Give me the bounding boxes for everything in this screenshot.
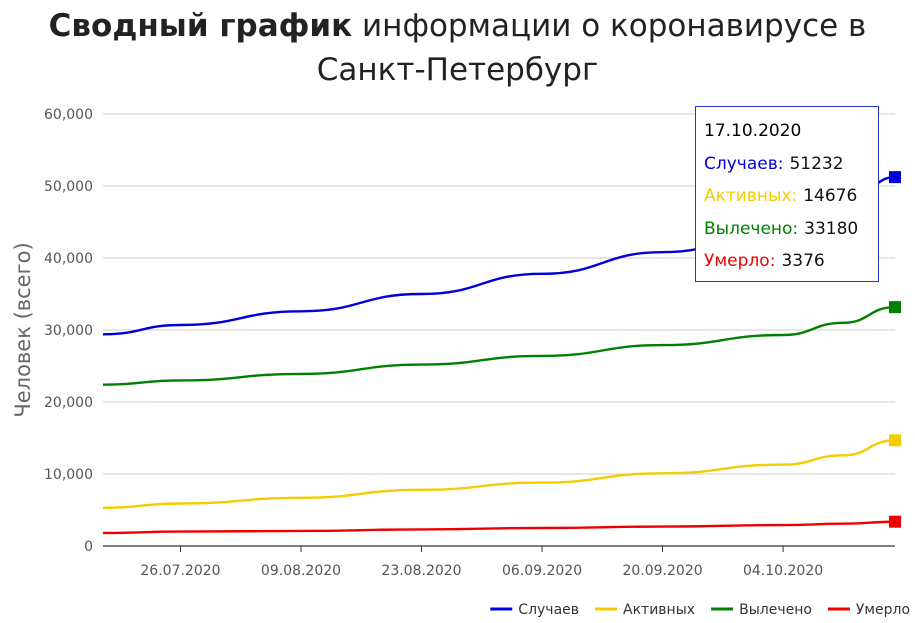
y-tick-label: 50,000	[44, 179, 93, 195]
legend: Случаев Активных Вылечено Умерло	[490, 602, 910, 618]
tooltip-date: 17.10.2020	[704, 121, 802, 141]
series-line-2	[102, 305, 896, 386]
series-end-marker-2[interactable]	[889, 301, 901, 314]
legend-item-2[interactable]: Вылечено	[711, 602, 812, 618]
tooltip-row-cases: Случаев: 51232	[704, 148, 870, 181]
tooltip-row-active: Активных: 14676	[704, 180, 870, 213]
chart-title-bold: Сводный график	[48, 8, 353, 44]
legend-item-3[interactable]: Умерло	[827, 602, 910, 618]
tooltip-value-recovered: 33180	[804, 218, 859, 239]
x-tick-label: 23.08.2020	[381, 563, 461, 579]
chart-title-line2: Санкт-Петербург	[316, 52, 599, 88]
chart-title-rest: информации о коронавирусе в	[352, 8, 867, 44]
chart-title: Сводный график информации о коронавирусе…	[0, 4, 915, 92]
x-tick-label: 26.07.2020	[140, 563, 220, 579]
tooltip-label-recovered: Вылечено:	[704, 218, 799, 239]
tooltip-value-cases: 51232	[789, 153, 844, 174]
y-tick-label: 30,000	[44, 323, 93, 339]
x-tick-label: 06.09.2020	[502, 563, 582, 579]
legend-item-0[interactable]: Случаев	[490, 602, 579, 618]
y-tick-label: 0	[84, 539, 93, 555]
series-end-marker-3[interactable]	[889, 515, 901, 528]
tooltip-row-deaths: Умерло: 3376	[704, 245, 870, 278]
legend-item-1[interactable]: Активных	[595, 602, 695, 618]
legend-label: Умерло	[856, 602, 910, 618]
y-tick-label: 60,000	[44, 107, 93, 123]
x-tick-labels: 26.07.2020 09.08.2020 23.08.2020 06.09.2020…	[140, 546, 823, 579]
legend-label: Активных	[623, 602, 695, 618]
series-end-marker-1[interactable]	[889, 434, 901, 447]
series-line-3	[102, 520, 896, 535]
y-axis-label: Человек (всего)	[11, 242, 35, 417]
x-tick-label: 20.09.2020	[622, 563, 702, 579]
tooltip-value-deaths: 3376	[781, 251, 825, 271]
tooltip-row-recovered: Вылечено: 33180	[704, 213, 870, 246]
tooltip-label-deaths: Умерло:	[704, 251, 776, 271]
hover-tooltip: 17.10.2020 Случаев: 51232 Активных: 14676 …	[695, 106, 879, 282]
tooltip-value-active: 14676	[803, 186, 858, 206]
x-tick-label: 09.08.2020	[261, 563, 341, 579]
x-tick-label: 04.10.2020	[743, 563, 823, 579]
legend-label: Вылечено	[739, 602, 812, 618]
series-end-marker-0[interactable]	[889, 171, 901, 184]
legend-label: Случаев	[518, 602, 579, 618]
tooltip-label-cases: Случаев:	[704, 153, 784, 174]
series-line-1	[102, 439, 896, 509]
y-tick-label: 40,000	[44, 251, 93, 267]
y-tick-labels: 0 10,000 20,000 30,000 40,000 50,000 60,000	[44, 107, 93, 555]
tooltip-label-active: Активных:	[704, 186, 798, 206]
y-tick-label: 20,000	[44, 395, 93, 411]
y-tick-label: 10,000	[44, 467, 93, 483]
series-end-markers	[889, 171, 901, 528]
